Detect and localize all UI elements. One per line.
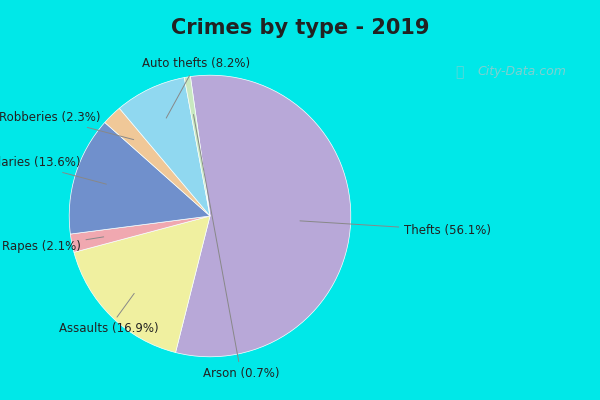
Text: Auto thefts (8.2%): Auto thefts (8.2%) (142, 58, 250, 118)
Text: Assaults (16.9%): Assaults (16.9%) (59, 294, 158, 335)
Wedge shape (176, 75, 351, 357)
Wedge shape (119, 78, 210, 216)
Text: Thefts (56.1%): Thefts (56.1%) (300, 221, 491, 236)
Text: ⓘ: ⓘ (455, 65, 463, 79)
Wedge shape (70, 216, 210, 252)
Wedge shape (184, 76, 210, 216)
Text: Crimes by type - 2019: Crimes by type - 2019 (171, 18, 429, 38)
Wedge shape (74, 216, 210, 352)
Wedge shape (105, 108, 210, 216)
Text: Rapes (2.1%): Rapes (2.1%) (2, 237, 104, 254)
Text: Robberies (2.3%): Robberies (2.3%) (0, 111, 134, 140)
Text: Burglaries (13.6%): Burglaries (13.6%) (0, 156, 106, 184)
Text: City-Data.com: City-Data.com (478, 66, 566, 78)
Text: Arson (0.7%): Arson (0.7%) (194, 114, 279, 380)
Wedge shape (69, 122, 210, 234)
